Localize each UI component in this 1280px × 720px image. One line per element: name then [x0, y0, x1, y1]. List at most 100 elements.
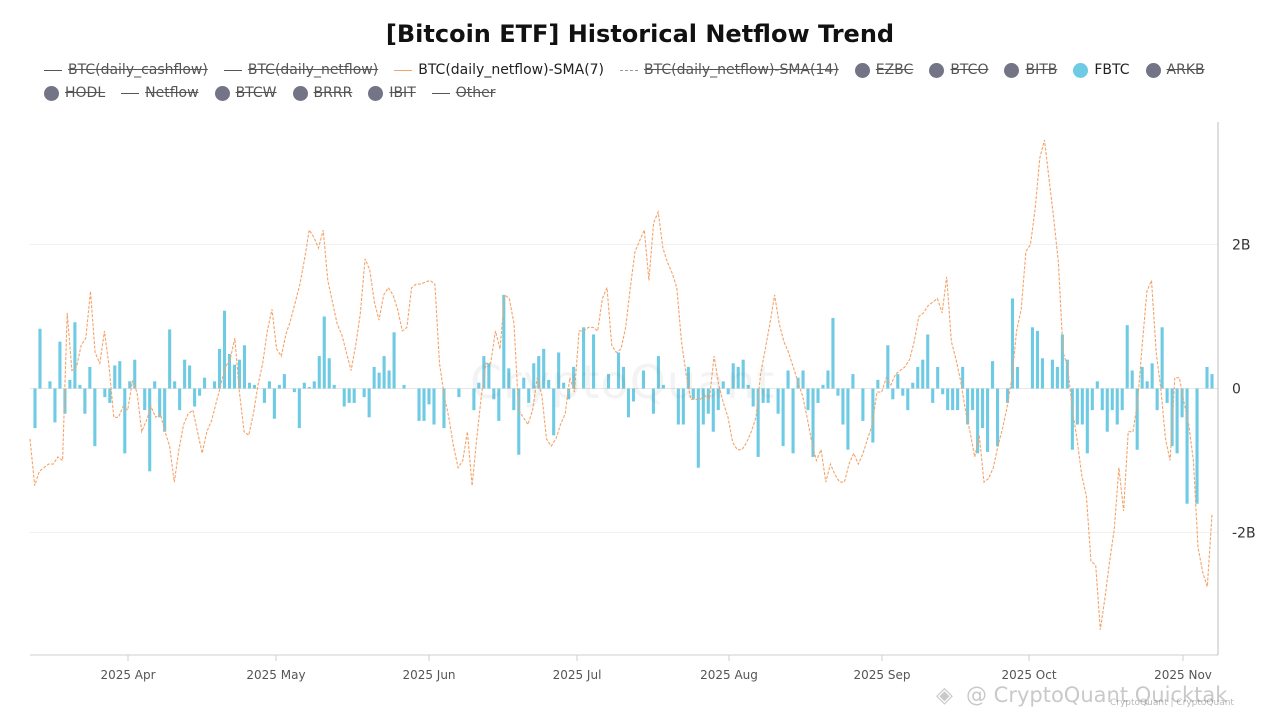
fbtc-bar	[1060, 334, 1064, 389]
fbtc-bar	[1105, 388, 1109, 432]
fbtc-bar	[297, 388, 301, 429]
legend-item-arkb[interactable]: ARKB	[1145, 60, 1205, 80]
legend-item-fbtc[interactable]: FBTC	[1073, 60, 1130, 80]
fbtc-bar	[841, 388, 845, 425]
fbtc-bar	[362, 388, 366, 398]
legend-label: BTCW	[235, 85, 277, 101]
y-tick-label: -2B	[1232, 526, 1256, 542]
fbtc-bar	[956, 388, 960, 411]
fbtc-bar	[83, 388, 87, 414]
legend-item-ibit[interactable]: IBIT	[368, 83, 416, 103]
fbtc-bar	[148, 388, 152, 472]
chart-legend: BTC(daily_cashflow) BTC(daily_netflow) BTC…	[44, 60, 1244, 103]
fbtc-bar	[996, 388, 1000, 447]
legend-label: BTC(daily_netflow)-SMA(14)	[644, 62, 839, 78]
fbtc-bar	[272, 388, 276, 419]
fbtc-bar	[741, 359, 745, 389]
bar-series-fbtc	[33, 294, 1214, 504]
fbtc-bar	[1140, 366, 1144, 389]
fbtc-bar	[88, 366, 92, 389]
legend-label: Other	[455, 85, 496, 101]
fbtc-bar	[951, 388, 955, 411]
fbtc-bar	[477, 382, 481, 389]
fbtc-bar	[227, 353, 232, 389]
fbtc-bar	[831, 317, 835, 389]
fbtc-bar	[557, 352, 561, 389]
fbtc-bar	[906, 388, 910, 411]
fbtc-bar	[198, 388, 202, 396]
fbtc-bar	[1090, 388, 1094, 411]
fbtc-bar	[851, 374, 855, 389]
fbtc-bar	[816, 388, 820, 403]
fbtc-bar	[517, 388, 521, 455]
fbtc-bar	[522, 377, 526, 389]
fbtc-bar	[113, 365, 117, 389]
x-tick-label: 2025 Apr	[100, 668, 155, 682]
fbtc-bar	[352, 388, 356, 403]
fbtc-bar	[746, 384, 750, 389]
sma7-line	[29, 139, 1213, 630]
fbtc-bar	[552, 388, 556, 436]
fbtc-bar	[921, 359, 925, 389]
legend-label: HODL	[65, 85, 106, 101]
legend-item-btcw[interactable]: BTCW	[214, 83, 277, 103]
legend-item-btco[interactable]: BTCO	[929, 60, 988, 80]
fbtc-bar	[811, 388, 815, 457]
fbtc-bar	[691, 388, 695, 400]
fbtc-bar	[1055, 366, 1059, 389]
fbtc-bar	[1110, 388, 1114, 411]
fbtc-bar	[123, 388, 127, 454]
fbtc-bar	[292, 388, 296, 393]
legend-item-other[interactable]: Other	[431, 83, 496, 103]
legend-label: BTC(daily_cashflow)	[68, 62, 208, 78]
fbtc-bar	[507, 368, 511, 389]
fbtc-bar	[527, 388, 531, 403]
fbtc-bar	[567, 388, 571, 400]
fbtc-bar	[896, 374, 900, 389]
legend-item-brrr[interactable]: BRRR	[292, 83, 353, 103]
fbtc-bar	[711, 388, 715, 432]
fbtc-bar	[861, 388, 865, 421]
fbtc-bar	[1180, 388, 1184, 418]
fbtc-bar	[791, 388, 795, 454]
fbtc-bar	[492, 388, 496, 400]
fbtc-bar	[332, 384, 336, 389]
legend-label: BTCO	[950, 62, 989, 78]
fbtc-bar	[367, 388, 371, 418]
fbtc-bar	[631, 388, 636, 402]
fbtc-bar	[53, 388, 57, 423]
fbtc-bar	[417, 388, 421, 421]
fbtc-bar	[422, 388, 426, 421]
line-series-sma7	[29, 139, 1213, 630]
fbtc-bar	[806, 388, 810, 411]
legend-item-netflow[interactable]: Netflow	[121, 83, 199, 103]
fbtc-bar	[1050, 359, 1054, 389]
fbtc-bar	[941, 388, 945, 395]
legend-symbol-icon	[214, 85, 230, 101]
fbtc-bar	[971, 388, 975, 411]
fbtc-bar	[203, 377, 207, 389]
legend-item-btc-daily-netflow[interactable]: BTC(daily_netflow)	[223, 60, 378, 80]
legend-item-hodl[interactable]: HODL	[44, 83, 105, 103]
fbtc-bar	[322, 316, 326, 389]
legend-item-btc-daily-netflow-sma-14[interactable]: BTC(daily_netflow)-SMA(14)	[620, 60, 839, 80]
legend-item-btc-daily-netflow-sma-7[interactable]: BTC(daily_netflow)-SMA(7)	[394, 60, 604, 80]
legend-label: ARKB	[1166, 62, 1205, 78]
fbtc-bar	[726, 388, 730, 395]
fbtc-bar	[966, 388, 970, 425]
legend-label: BRRR	[313, 85, 353, 101]
legend-item-ezbc[interactable]: EZBC	[854, 60, 913, 80]
fbtc-bar	[606, 374, 611, 389]
fbtc-bar	[1085, 388, 1089, 454]
fbtc-bar	[213, 381, 217, 389]
fbtc-bar	[661, 384, 665, 389]
fbtc-bar	[916, 366, 920, 389]
fbtc-bar	[143, 388, 147, 411]
fbtc-bar	[347, 388, 351, 403]
legend-symbol-icon	[223, 69, 242, 71]
fbtc-bar	[262, 388, 266, 403]
fbtc-bar	[786, 370, 790, 389]
legend-item-btc-daily-cashflow[interactable]: BTC(daily_cashflow)	[44, 60, 208, 80]
legend-symbol-icon	[929, 62, 945, 78]
legend-item-bitb[interactable]: BITB	[1004, 60, 1057, 80]
